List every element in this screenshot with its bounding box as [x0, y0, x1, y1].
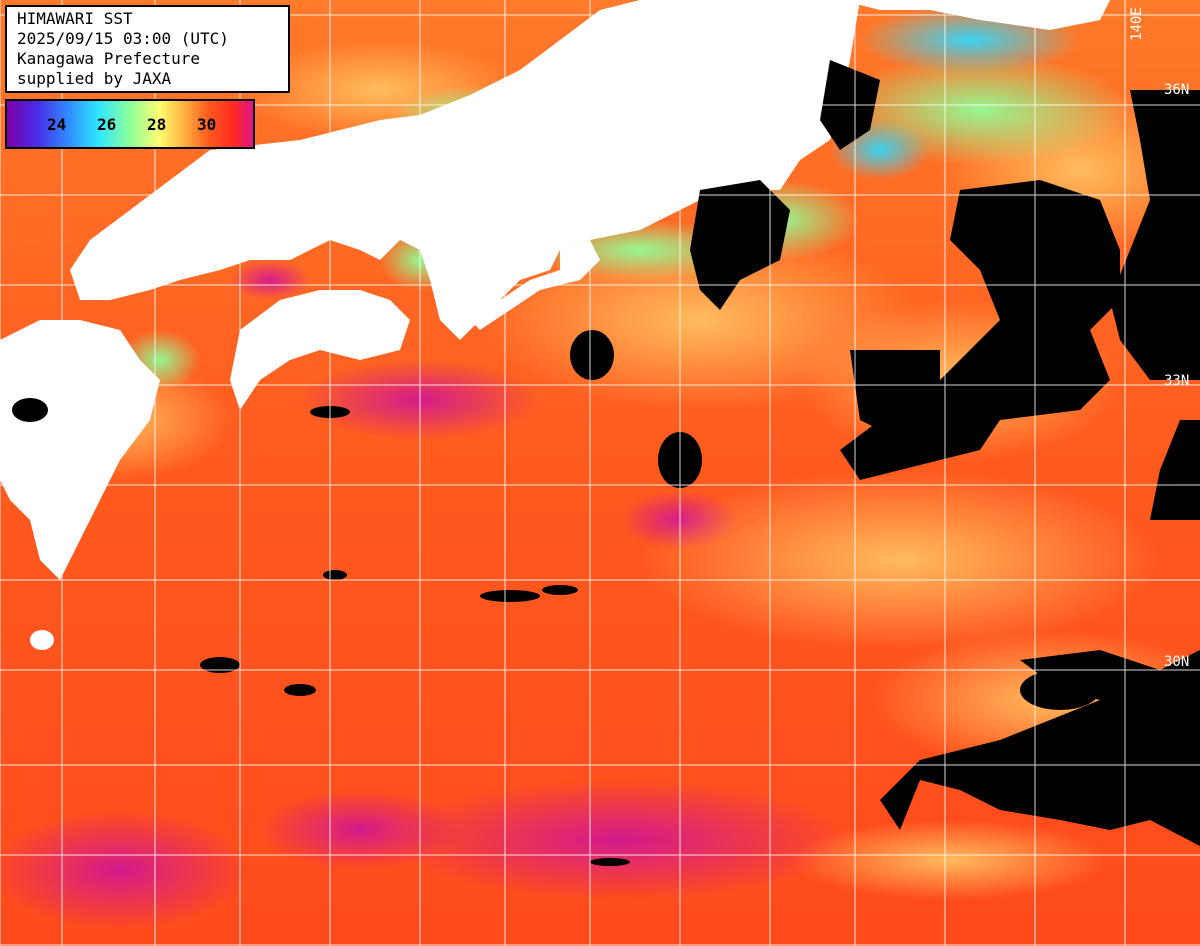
lon-label-140e: 140E [1128, 7, 1145, 41]
color-scale-legend: 24 26 28 30 [5, 99, 255, 149]
lat-label-30n: 30N [1164, 654, 1190, 670]
data-source: supplied by JAXA [17, 69, 172, 88]
lat-label-36n: 36N [1164, 82, 1190, 98]
cloud-areas [12, 60, 1200, 866]
timestamp: 2025/09/15 03:00 (UTC) [17, 29, 229, 48]
info-box: HIMAWARI SST 2025/09/15 03:00 (UTC) Kana… [5, 5, 290, 93]
lat-label-33n: 33N [1164, 373, 1190, 389]
legend-tick-24: 24 [47, 115, 67, 134]
color-scale-bar [7, 101, 253, 147]
product-title: HIMAWARI SST [17, 9, 133, 28]
legend-tick-28: 28 [147, 115, 167, 134]
provider-org: Kanagawa Prefecture [17, 49, 201, 68]
legend-tick-30: 30 [197, 115, 217, 134]
legend-tick-26: 26 [97, 115, 117, 134]
